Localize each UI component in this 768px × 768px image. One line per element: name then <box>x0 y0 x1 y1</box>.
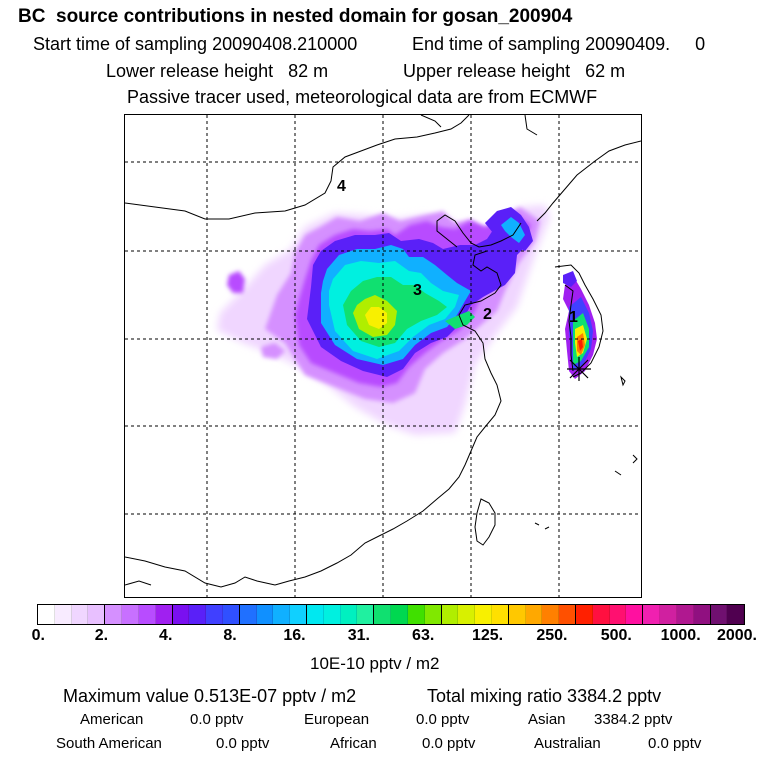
colorbar-segment <box>441 605 459 624</box>
max-value-label: Maximum value 0.513E-07 pptv / m2 <box>63 686 357 706</box>
tracer-info-label: Passive tracer used, meteorological data… <box>127 87 598 107</box>
colorbar-segment <box>626 605 644 624</box>
asian-label: Asian <box>528 711 566 728</box>
colorbar-segment <box>424 605 442 624</box>
colorbar-segment <box>525 605 543 624</box>
map-canvas: 4 3 2 1 <box>125 115 641 597</box>
colorbar-segment <box>693 605 711 624</box>
map-panel: 4 3 2 1 <box>124 114 642 598</box>
region-label-1: 1 <box>569 309 578 326</box>
start-time-label: Start time of sampling 20090408.210000 <box>33 34 358 54</box>
lat-lon-grid <box>125 115 641 597</box>
colorbar-segment <box>374 605 392 624</box>
colorbar-tick-label: 2000. <box>716 627 758 644</box>
colorbar-segment <box>38 605 55 624</box>
coastlines <box>125 115 641 588</box>
end-time-label: End time of sampling 20090409. 0 <box>412 34 706 54</box>
colorbar-segment <box>155 605 173 624</box>
colorbar-tick-label: 8. <box>223 627 237 644</box>
colorbar-segment <box>105 605 123 624</box>
american-value: 0.0 pptv <box>190 711 244 728</box>
colorbar-segment <box>407 605 425 624</box>
region-label-2: 2 <box>483 306 492 323</box>
colorbar-segment <box>290 605 307 624</box>
australian-label: Australian <box>534 735 601 752</box>
colorbar-segment <box>559 605 576 624</box>
colorbar-segment <box>172 605 190 624</box>
colorbar-tick-label: 500. <box>600 627 632 644</box>
colorbar-segment <box>592 605 610 624</box>
colorbar-tick-label: 2. <box>94 627 109 644</box>
colorbar-segment <box>458 605 476 624</box>
colorbar-segment <box>542 605 560 624</box>
total-mixing-ratio-label: Total mixing ratio 3384.2 pptv <box>427 686 662 706</box>
colorbar-segment <box>71 605 89 624</box>
colorbar-segment <box>357 605 375 624</box>
colorbar-segment <box>307 605 324 624</box>
colorbar-segment <box>122 605 139 624</box>
colorbar-segment <box>475 605 492 624</box>
colorbar-segment <box>391 605 408 624</box>
colorbar-segment <box>323 605 341 624</box>
european-value: 0.0 pptv <box>416 711 470 728</box>
colorbar-segment <box>88 605 106 624</box>
colorbar <box>37 604 745 625</box>
colorbar-tick-label: 250. <box>536 627 568 644</box>
colorbar-segment <box>340 605 358 624</box>
region-label-4: 4 <box>337 178 346 195</box>
colorbar-segment <box>491 605 509 624</box>
colorbar-segment <box>239 605 257 624</box>
colorbar-tick-label: 4. <box>159 627 173 644</box>
colorbar-segment <box>676 605 694 624</box>
colorbar-segment <box>727 605 745 624</box>
colorbar-segment <box>609 605 627 624</box>
colorbar-tick-label: 31. <box>347 627 370 644</box>
colorbar-segment <box>256 605 274 624</box>
colorbar-segment <box>206 605 223 624</box>
region-label-3: 3 <box>413 282 422 299</box>
receptor-star-marker <box>567 357 591 381</box>
colorbar-segment <box>222 605 240 624</box>
lower-release-height-label: Lower release height 82 m <box>106 61 329 81</box>
south-american-label: South American <box>56 735 162 752</box>
colorbar-tick-label: 125. <box>471 627 504 644</box>
colorbar-segment <box>710 605 728 624</box>
colorbar-segment <box>643 605 661 624</box>
colorbar-segment <box>273 605 291 624</box>
upper-release-height-label: Upper release height 62 m <box>403 61 626 81</box>
colorbar-tick-label: 63. <box>412 627 435 644</box>
american-label: American <box>80 711 144 728</box>
colorbar-segment <box>508 605 526 624</box>
south-american-value: 0.0 pptv <box>216 735 270 752</box>
plot-title: BC source contributions in nested domain… <box>18 6 573 27</box>
colorbar-segment <box>576 605 593 624</box>
african-label: African <box>330 735 377 752</box>
colorbar-tick-label: 0. <box>31 627 46 644</box>
colorbar-segment <box>54 605 72 624</box>
european-label: European <box>304 711 370 728</box>
colorbar-units: 10E-10 pptv / m2 <box>310 654 440 673</box>
colorbar-tick-label: 16. <box>283 627 306 644</box>
colorbar-segment <box>660 605 677 624</box>
colorbar-segment <box>189 605 207 624</box>
colorbar-tick-label: 1000. <box>660 627 701 644</box>
australian-value: 0.0 pptv <box>648 735 702 752</box>
african-value: 0.0 pptv <box>422 735 476 752</box>
colorbar-segment <box>138 605 156 624</box>
asian-value: 3384.2 pptv <box>594 711 673 728</box>
